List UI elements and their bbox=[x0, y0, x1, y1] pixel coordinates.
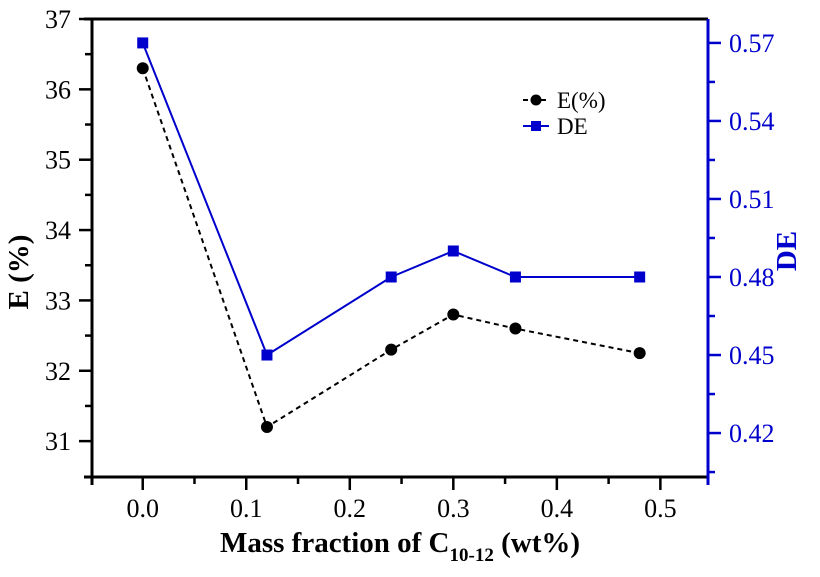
legend-entry: E(%) bbox=[523, 88, 606, 113]
axes bbox=[84, 17, 710, 485]
x-axis-title: Mass fraction of C10-12 (wt%) bbox=[220, 527, 580, 566]
y-left-tick-label: 31 bbox=[45, 427, 71, 456]
data-point-square bbox=[634, 271, 646, 283]
y-left-tick-label: 36 bbox=[45, 75, 71, 104]
data-point-square bbox=[531, 121, 541, 131]
y-left-tick-label: 32 bbox=[45, 357, 71, 386]
x-axis: 0.0 0.1 0.2 0.3 0.4 0.5 bbox=[126, 477, 677, 523]
data-point-square bbox=[385, 271, 397, 283]
y-left-tick-label: 37 bbox=[45, 5, 71, 34]
y-axis-right: 0.42 0.45 0.48 0.51 0.54 0.57 bbox=[708, 29, 775, 474]
data-point-circle bbox=[530, 94, 542, 106]
y-right-tick-label: 0.51 bbox=[729, 185, 775, 214]
legend-label: DE bbox=[557, 114, 588, 139]
y-left-tick-label: 34 bbox=[45, 216, 71, 245]
data-point-circle bbox=[260, 421, 273, 434]
y-right-tick-label: 0.42 bbox=[729, 419, 775, 448]
x-tick-label: 0.1 bbox=[230, 494, 263, 523]
x-tick-label: 0.0 bbox=[126, 494, 159, 523]
series-line bbox=[141, 67, 640, 429]
y-right-tick-label: 0.54 bbox=[729, 107, 775, 136]
data-point-square bbox=[447, 245, 459, 257]
y-right-tick-label: 0.57 bbox=[729, 29, 775, 58]
x-tick-label: 0.4 bbox=[541, 494, 574, 523]
y-right-tick-label: 0.45 bbox=[729, 341, 775, 370]
data-point-circle bbox=[385, 343, 398, 356]
y-left-tick-label: 35 bbox=[45, 146, 71, 175]
legend-label: E(%) bbox=[557, 88, 606, 113]
y-left-tick-label: 33 bbox=[45, 286, 71, 315]
y-axis-left: 31 32 33 34 35 36 37 bbox=[45, 5, 92, 456]
data-point-square bbox=[509, 271, 521, 283]
series-line bbox=[141, 42, 640, 357]
data-point-square bbox=[137, 37, 149, 49]
x-tick-label: 0.2 bbox=[334, 494, 367, 523]
data-point-circle bbox=[509, 322, 522, 335]
y-axis-left-title: E (%) bbox=[3, 235, 35, 310]
x-tick-label: 0.3 bbox=[437, 494, 470, 523]
data-point-square bbox=[261, 349, 273, 361]
y-axis-right-title: DE bbox=[771, 231, 803, 271]
series-e bbox=[136, 62, 646, 434]
data-point-circle bbox=[633, 347, 646, 360]
y-right-tick-label: 0.48 bbox=[729, 263, 775, 292]
legend: E(%)DE bbox=[523, 88, 606, 139]
series-de bbox=[137, 37, 646, 361]
data-point-circle bbox=[136, 62, 149, 75]
x-tick-label: 0.5 bbox=[644, 494, 677, 523]
data-point-circle bbox=[447, 308, 460, 321]
legend-entry: DE bbox=[523, 114, 588, 139]
